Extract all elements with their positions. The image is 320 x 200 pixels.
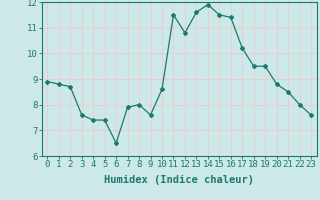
X-axis label: Humidex (Indice chaleur): Humidex (Indice chaleur) (104, 175, 254, 185)
